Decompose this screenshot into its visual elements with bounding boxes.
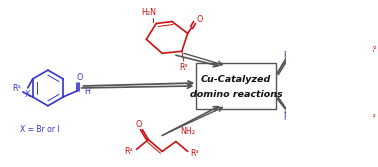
- Text: H: H: [84, 88, 90, 96]
- Text: Cu-Catalyzed: Cu-Catalyzed: [201, 75, 271, 84]
- Text: O: O: [77, 72, 83, 81]
- Text: R¹: R¹: [287, 41, 296, 50]
- Text: domino reactions: domino reactions: [190, 90, 282, 99]
- Text: H₂N: H₂N: [141, 8, 156, 17]
- Text: R²: R²: [367, 113, 376, 122]
- Text: R¹: R¹: [287, 41, 296, 50]
- Text: N: N: [331, 39, 337, 48]
- Text: X: X: [25, 90, 30, 99]
- Text: N: N: [328, 38, 334, 47]
- Text: R²: R²: [180, 63, 188, 72]
- Text: N: N: [328, 100, 334, 109]
- Text: N: N: [331, 38, 337, 47]
- Text: R²: R²: [124, 147, 133, 156]
- Text: |: |: [291, 56, 293, 61]
- Text: R¹: R¹: [284, 113, 292, 122]
- Text: NH₂: NH₂: [180, 127, 195, 136]
- Text: R²: R²: [369, 45, 377, 54]
- Text: R³: R³: [359, 115, 368, 124]
- Text: R¹: R¹: [284, 51, 292, 60]
- Text: O: O: [358, 38, 364, 47]
- Text: O: O: [135, 120, 142, 129]
- Text: O: O: [359, 100, 366, 109]
- Text: R³: R³: [190, 149, 199, 158]
- Text: O: O: [196, 15, 203, 24]
- Bar: [195, 63, 276, 109]
- Bar: [286, 21, 375, 164]
- Text: X = Br or I: X = Br or I: [20, 125, 60, 134]
- Text: R¹: R¹: [12, 85, 21, 94]
